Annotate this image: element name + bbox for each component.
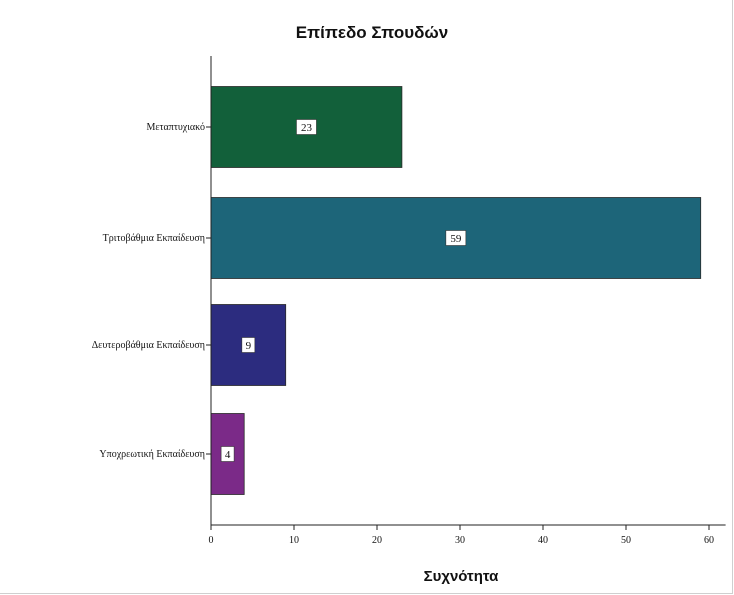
category-label: Υποχρεωτική Εκπαίδευση <box>99 449 205 460</box>
data-label-box <box>296 119 317 135</box>
data-label: 9 <box>246 340 252 352</box>
data-label: 4 <box>225 449 231 461</box>
data-label: 59 <box>450 233 462 245</box>
x-tick-label: 50 <box>621 535 631 546</box>
category-label: Δευτεροβάθμια Εκπαίδευση <box>92 340 205 351</box>
data-label-box <box>445 230 467 246</box>
bar <box>210 197 702 279</box>
x-tick-label: 10 <box>289 535 299 546</box>
x-tick-label: 20 <box>372 535 382 546</box>
x-axis-title: Συχνότητα <box>424 568 500 585</box>
data-label-box <box>220 446 235 462</box>
x-tick-label: 60 <box>704 535 714 546</box>
x-tick-label: 40 <box>538 535 548 546</box>
data-label-box <box>241 337 256 353</box>
data-label: 23 <box>301 122 313 134</box>
category-label: Τριτοβάθμια Εκπαίδευση <box>103 233 205 244</box>
chart-title: Επίπεδο Σπουδών <box>296 23 448 42</box>
plot-area: Μεταπτυχιακό 23 Τριτοβάθμια Εκπαίδευση 59 Δε… <box>92 56 726 546</box>
category-label: Μεταπτυχιακό <box>146 122 205 133</box>
x-tick-label: 0 <box>209 535 214 546</box>
x-tick-label: 30 <box>455 535 465 546</box>
